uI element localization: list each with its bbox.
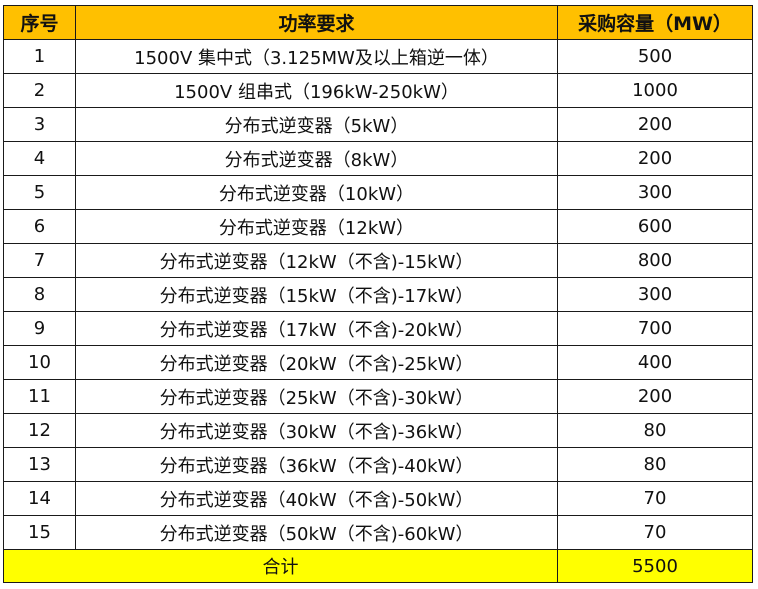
cell-no: 15: [3, 515, 76, 550]
cell-no: 13: [3, 447, 76, 482]
cell-no: 9: [3, 311, 76, 346]
table-row: 3 分布式逆变器（5kW） 200: [3, 107, 753, 142]
cell-capacity: 1000: [557, 73, 753, 108]
cell-capacity: 700: [557, 311, 753, 346]
cell-no: 1: [3, 39, 76, 74]
cell-no: 4: [3, 141, 76, 176]
cell-capacity: 70: [557, 515, 753, 550]
table-row: 8 分布式逆变器（15kW（不含)-17kW） 300: [3, 277, 753, 312]
cell-requirement: 1500V 集中式（3.125MW及以上箱逆一体）: [75, 39, 558, 74]
cell-no: 8: [3, 277, 76, 312]
cell-no: 14: [3, 481, 76, 516]
table-row: 4 分布式逆变器（8kW） 200: [3, 141, 753, 176]
cell-capacity: 70: [557, 481, 753, 516]
cell-no: 6: [3, 209, 76, 244]
cell-capacity: 80: [557, 447, 753, 482]
header-row: 序号 功率要求 采购容量（MW）: [3, 5, 753, 40]
cell-no: 5: [3, 175, 76, 210]
cell-capacity: 200: [557, 141, 753, 176]
cell-capacity: 300: [557, 277, 753, 312]
header-requirement: 功率要求: [75, 5, 558, 40]
table-row: 2 1500V 组串式（196kW-250kW） 1000: [3, 73, 753, 108]
table-row: 5 分布式逆变器（10kW） 300: [3, 175, 753, 210]
cell-capacity: 500: [557, 39, 753, 74]
table-row: 15 分布式逆变器（50kW（不含)-60kW） 70: [3, 515, 753, 550]
cell-requirement: 分布式逆变器（36kW（不含)-40kW）: [75, 447, 558, 482]
table-row: 12 分布式逆变器（30kW（不含)-36kW） 80: [3, 413, 753, 448]
cell-capacity: 300: [557, 175, 753, 210]
table-row: 10 分布式逆变器（20kW（不含)-25kW） 400: [3, 345, 753, 380]
cell-requirement: 分布式逆变器（25kW（不含)-30kW）: [75, 379, 558, 414]
table-row: 1 1500V 集中式（3.125MW及以上箱逆一体） 500: [3, 39, 753, 74]
total-capacity: 5500: [557, 549, 753, 583]
cell-requirement: 分布式逆变器（40kW（不含)-50kW）: [75, 481, 558, 516]
table-row: 13 分布式逆变器（36kW（不含)-40kW） 80: [3, 447, 753, 482]
cell-requirement: 1500V 组串式（196kW-250kW）: [75, 73, 558, 108]
table-row: 7 分布式逆变器（12kW（不含)-15kW） 800: [3, 243, 753, 278]
cell-no: 10: [3, 345, 76, 380]
cell-capacity: 200: [557, 107, 753, 142]
total-label: 合计: [3, 549, 558, 583]
cell-no: 7: [3, 243, 76, 278]
cell-requirement: 分布式逆变器（5kW）: [75, 107, 558, 142]
cell-no: 11: [3, 379, 76, 414]
cell-requirement: 分布式逆变器（20kW（不含)-25kW）: [75, 345, 558, 380]
table-row: 9 分布式逆变器（17kW（不含)-20kW） 700: [3, 311, 753, 346]
table-row: 6 分布式逆变器（12kW） 600: [3, 209, 753, 244]
total-row: 合计 5500: [3, 549, 753, 583]
header-capacity: 采购容量（MW）: [557, 5, 753, 40]
cell-no: 3: [3, 107, 76, 142]
table-row: 11 分布式逆变器（25kW（不含)-30kW） 200: [3, 379, 753, 414]
header-no: 序号: [3, 5, 76, 40]
table-body: 1 1500V 集中式（3.125MW及以上箱逆一体） 500 2 1500V …: [3, 39, 753, 583]
cell-requirement: 分布式逆变器（17kW（不含)-20kW）: [75, 311, 558, 346]
cell-requirement: 分布式逆变器（10kW）: [75, 175, 558, 210]
cell-requirement: 分布式逆变器（8kW）: [75, 141, 558, 176]
table-row: 14 分布式逆变器（40kW（不含)-50kW） 70: [3, 481, 753, 516]
cell-requirement: 分布式逆变器（12kW（不含)-15kW）: [75, 243, 558, 278]
cell-requirement: 分布式逆变器（50kW（不含)-60kW）: [75, 515, 558, 550]
cell-requirement: 分布式逆变器（30kW（不含)-36kW）: [75, 413, 558, 448]
cell-capacity: 800: [557, 243, 753, 278]
cell-capacity: 600: [557, 209, 753, 244]
cell-capacity: 200: [557, 379, 753, 414]
table-header: 序号 功率要求 采购容量（MW）: [3, 5, 753, 40]
procurement-table: 序号 功率要求 采购容量（MW） 1 1500V 集中式（3.125MW及以上箱…: [3, 5, 753, 583]
cell-no: 2: [3, 73, 76, 108]
cell-capacity: 400: [557, 345, 753, 380]
cell-capacity: 80: [557, 413, 753, 448]
cell-no: 12: [3, 413, 76, 448]
cell-requirement: 分布式逆变器（12kW）: [75, 209, 558, 244]
cell-requirement: 分布式逆变器（15kW（不含)-17kW）: [75, 277, 558, 312]
